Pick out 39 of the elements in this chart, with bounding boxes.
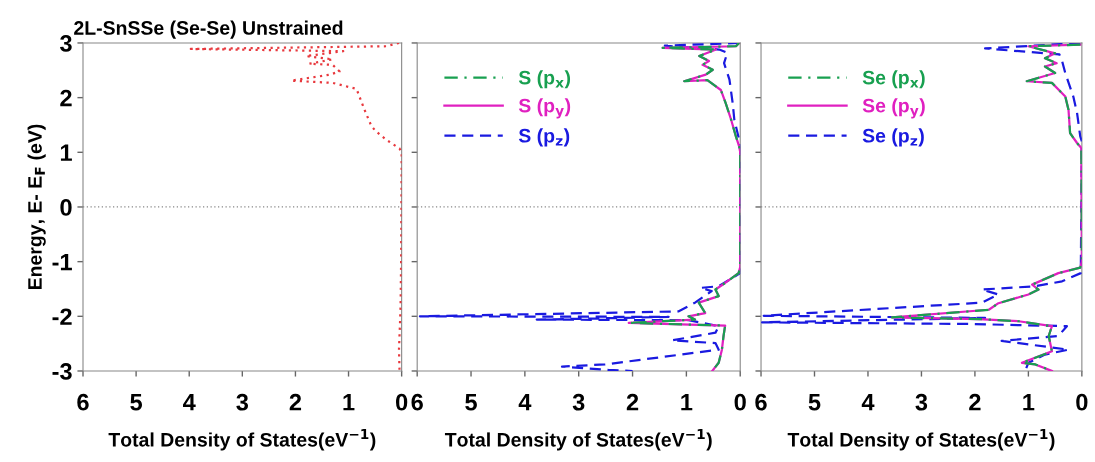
x-tick-label: 1 bbox=[343, 394, 355, 411]
x-tick-label: 1 bbox=[681, 394, 693, 411]
x-tick-label: 6 bbox=[411, 393, 423, 411]
x-tick-label: 5 bbox=[130, 394, 143, 411]
x-tick-label: 4 bbox=[183, 394, 196, 411]
x-tick-label: 3 bbox=[915, 393, 928, 411]
x-tick-label: 5 bbox=[808, 394, 821, 411]
legend-label: Se (p$_{y}$) bbox=[862, 98, 925, 119]
legend-label: S (p$_{y}$) bbox=[518, 98, 571, 119]
x-axis-title: Total Density of States(eV$^{−1}$) bbox=[108, 429, 376, 451]
y-tick-label: 3 bbox=[60, 35, 72, 52]
x-tick-label: 5 bbox=[465, 394, 477, 411]
x-axis-title: Total Density of States(eV$^{−1}$) bbox=[444, 429, 712, 451]
x-tick-label: 2 bbox=[626, 393, 639, 411]
y-tick-label: -2 bbox=[52, 308, 72, 325]
x-axis-title: Total Density of States(eV$^{−1}$) bbox=[787, 429, 1055, 451]
x-tick-label: 2 bbox=[289, 393, 302, 411]
legend-label: S (p$_{z}$) bbox=[518, 128, 570, 147]
x-tick-label: 6 bbox=[77, 393, 89, 411]
chart-title: 2L-SnSSe (Se-Se) Unstrained bbox=[74, 20, 343, 39]
legend-label: S (p$_{x}$) bbox=[518, 70, 571, 89]
y-tick-label: 0 bbox=[60, 199, 72, 216]
x-tick-label: 0 bbox=[396, 393, 408, 411]
x-tick-label: 6 bbox=[755, 393, 767, 411]
x-tick-label: 3 bbox=[572, 393, 585, 411]
x-tick-label: 0 bbox=[734, 393, 746, 411]
x-tick-label: 2 bbox=[969, 393, 981, 411]
y-tick-label: 2 bbox=[60, 89, 72, 107]
x-tick-label: 4 bbox=[518, 394, 532, 411]
y-tick-label: -3 bbox=[52, 363, 72, 380]
x-tick-label: 1 bbox=[1023, 394, 1035, 411]
x-tick-label: 3 bbox=[236, 393, 249, 411]
y-axis-title: Energy, E- E$_{F}$ (eV) bbox=[27, 124, 46, 290]
x-tick-label: 0 bbox=[1076, 393, 1088, 411]
legend-label: Se (p$_{x}$) bbox=[862, 70, 925, 89]
legend-label: Se (p$_{z}$) bbox=[862, 128, 924, 147]
y-tick-label: 1 bbox=[60, 144, 72, 161]
x-tick-label: 4 bbox=[861, 394, 875, 411]
y-tick-label: -1 bbox=[52, 253, 72, 271]
